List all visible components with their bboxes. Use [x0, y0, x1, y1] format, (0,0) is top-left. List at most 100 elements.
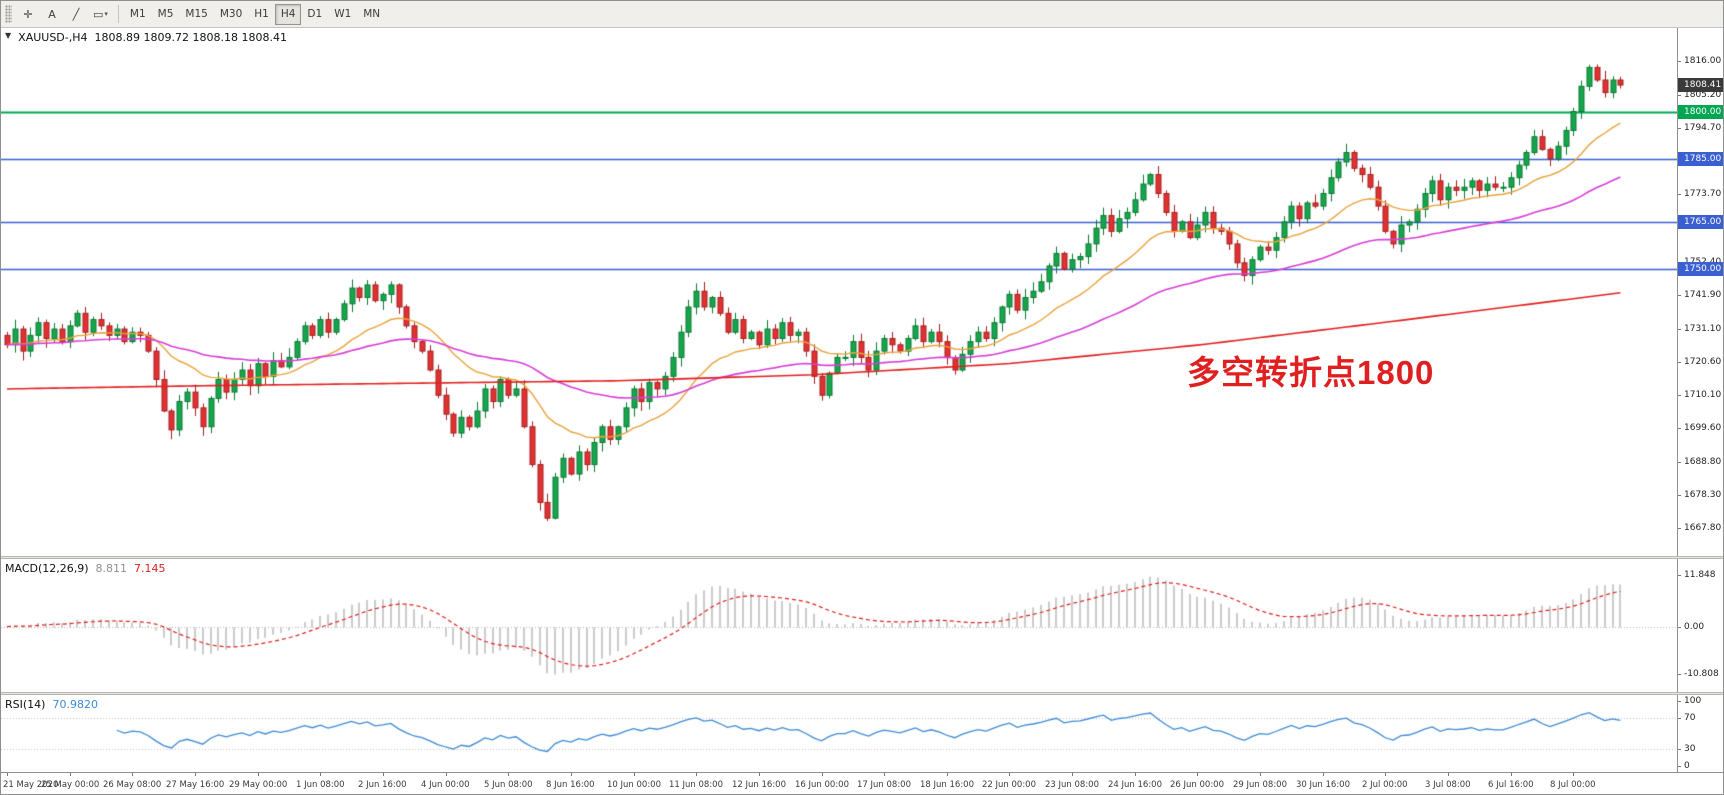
toolbar-grip[interactable]	[5, 5, 12, 23]
level-1785-badge: 1785.00	[1678, 152, 1723, 166]
time-axis-label: 8 Jun 16:00	[546, 780, 595, 790]
time-tick	[1009, 773, 1010, 776]
time-tick	[70, 773, 71, 776]
price-tick-label: 1773.70	[1678, 188, 1723, 200]
trendline-tool-button[interactable]: ╱	[64, 3, 88, 25]
main-chart-panel: ▼ XAUUSD-,H4 1808.89 1809.72 1808.18 180…	[1, 28, 1723, 556]
time-tick	[7, 773, 8, 776]
time-tick	[1448, 773, 1449, 776]
timeframe-mn-button[interactable]: MN	[357, 4, 386, 25]
timeframe-m15-button[interactable]: M15	[179, 4, 213, 25]
time-axis-label: 27 May 16:00	[166, 780, 225, 790]
time-axis-label: 26 Jun 00:00	[1170, 780, 1224, 790]
price-tick-label: 1667.80	[1678, 522, 1723, 534]
macd-indicator-canvas[interactable]	[1, 559, 1677, 692]
rsi-indicator-canvas[interactable]	[1, 695, 1677, 772]
time-tick	[1573, 773, 1574, 776]
timeframe-m30-button[interactable]: M30	[214, 4, 248, 25]
level-1750-badge: 1750.00	[1678, 262, 1723, 276]
time-axis-label: 3 Jul 08:00	[1425, 780, 1471, 790]
rsi-scale-axis[interactable]: 100 70 30 0	[1677, 695, 1723, 772]
timeframe-d1-button[interactable]: D1	[301, 4, 328, 25]
trendline-icon: ╱	[72, 7, 80, 21]
shapes-icon: ▭	[93, 7, 104, 21]
crosshair-tool-button[interactable]: ✛	[16, 3, 40, 25]
main-chart-canvas[interactable]	[1, 28, 1677, 556]
time-tick	[383, 773, 384, 776]
timeframe-w1-button[interactable]: W1	[328, 4, 357, 25]
text-tool-button[interactable]: A	[40, 3, 64, 25]
time-tick	[1072, 773, 1073, 776]
price-tick-label: 1678.30	[1678, 489, 1723, 501]
timeframe-m1-button[interactable]: M1	[124, 4, 152, 25]
time-tick	[258, 773, 259, 776]
time-tick	[696, 773, 697, 776]
time-axis-label: 4 Jun 00:00	[421, 780, 470, 790]
time-tick	[1323, 773, 1324, 776]
panel-splitter[interactable]	[1, 692, 1723, 695]
time-axis[interactable]: 21 May 2020 25 May 00:00 26 May 08:00 27 Ma…	[1, 772, 1723, 794]
price-tick-label: 1699.60	[1678, 422, 1723, 434]
price-tick-label: 1794.70	[1678, 122, 1723, 134]
time-axis-label: 29 May 00:00	[229, 780, 288, 790]
panel-splitter[interactable]	[1, 556, 1723, 559]
time-axis-label: 22 Jun 00:00	[982, 780, 1036, 790]
time-axis-label: 5 Jun 08:00	[484, 780, 533, 790]
time-axis-label: 8 Jul 00:00	[1550, 780, 1596, 790]
time-axis-label: 21 May 2020	[3, 780, 59, 790]
rsi-tick-label: 100	[1678, 695, 1723, 707]
time-axis-label: 17 Jun 08:00	[857, 780, 911, 790]
macd-panel: MACD(12,26,9) 8.811 7.145 11.848 0.00 -10.…	[1, 559, 1723, 692]
time-tick	[1260, 773, 1261, 776]
level-1800-badge: 1800.00	[1678, 105, 1723, 119]
timeframe-h1-button[interactable]: H1	[248, 4, 275, 25]
time-tick	[508, 773, 509, 776]
level-1765-badge: 1765.00	[1678, 215, 1723, 229]
time-axis-label: 23 Jun 08:00	[1045, 780, 1099, 790]
price-tick-label: 1688.80	[1678, 456, 1723, 468]
current-price-badge: 1808.41	[1678, 78, 1723, 92]
time-tick	[446, 773, 447, 776]
time-tick	[1197, 773, 1198, 776]
time-axis-label: 29 Jun 08:00	[1233, 780, 1287, 790]
timeframe-m5-button[interactable]: M5	[152, 4, 180, 25]
macd-tick-label: -10.808	[1678, 668, 1723, 680]
text-tool-icon: A	[48, 7, 56, 21]
collapse-icon[interactable]: ▼	[5, 31, 12, 40]
time-tick	[195, 773, 196, 776]
time-axis-label: 30 Jun 16:00	[1296, 780, 1350, 790]
macd-scale-axis[interactable]: 11.848 0.00 -10.808	[1677, 559, 1723, 692]
time-axis-label: 1 Jun 08:00	[296, 780, 345, 790]
price-tick-label: 1816.00	[1678, 55, 1723, 67]
main-price-axis[interactable]: 1816.001805.201794.701773.701752.401741.…	[1677, 28, 1723, 556]
price-tick-label: 1731.10	[1678, 323, 1723, 335]
time-tick	[947, 773, 948, 776]
time-axis-label: 24 Jun 16:00	[1108, 780, 1162, 790]
time-axis-label: 6 Jul 16:00	[1488, 780, 1534, 790]
time-tick	[132, 773, 133, 776]
chart-toolbar: ✛ A ╱ ▭ ▾ M1 M5 M15 M30 H1 H4 D1 W1 MN	[1, 1, 1723, 28]
time-tick	[884, 773, 885, 776]
time-axis-label: 25 May 00:00	[41, 780, 100, 790]
time-axis-label: 10 Jun 00:00	[607, 780, 661, 790]
toolbar-separator	[117, 5, 119, 23]
time-tick	[1385, 773, 1386, 776]
macd-tick-label: 0.00	[1678, 621, 1723, 633]
time-tick	[1511, 773, 1512, 776]
rsi-tick-label: 70	[1678, 712, 1723, 724]
crosshair-icon: ✛	[23, 7, 33, 21]
price-tick-label: 1805.20	[1678, 89, 1723, 101]
time-tick	[571, 773, 572, 776]
time-tick	[759, 773, 760, 776]
time-axis-label: 18 Jun 16:00	[920, 780, 974, 790]
time-axis-label: 2 Jun 16:00	[358, 780, 407, 790]
price-tick-label: 1710.10	[1678, 389, 1723, 401]
time-axis-label: 12 Jun 16:00	[732, 780, 786, 790]
shapes-tool-button[interactable]: ▭ ▾	[88, 3, 113, 25]
price-tick-label: 1720.60	[1678, 356, 1723, 368]
time-tick	[320, 773, 321, 776]
time-axis-label: 16 Jun 00:00	[795, 780, 849, 790]
timeframe-h4-button[interactable]: H4	[274, 3, 302, 25]
price-tick-label: 1741.90	[1678, 289, 1723, 301]
